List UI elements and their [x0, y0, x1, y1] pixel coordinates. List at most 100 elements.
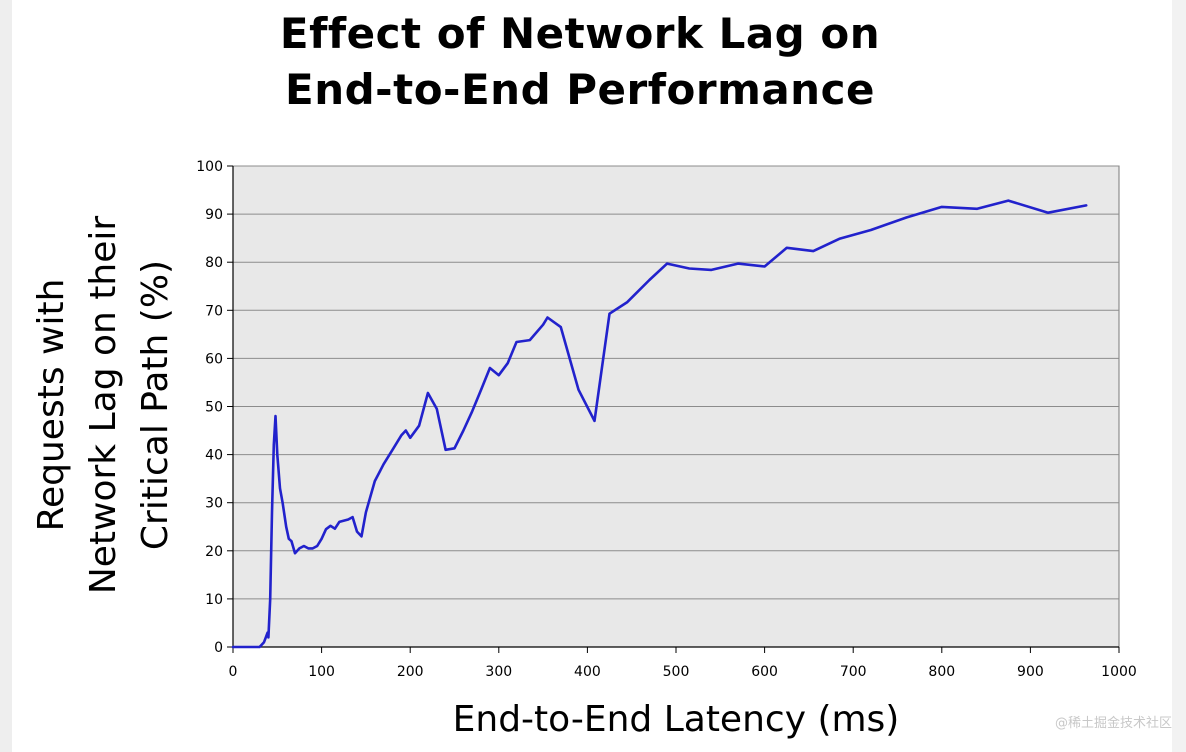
- data-point: [812, 250, 814, 252]
- chart-title-line-1: Effect of Network Lag on: [279, 9, 881, 58]
- data-point: [316, 545, 318, 547]
- data-point: [265, 636, 267, 638]
- data-point: [232, 646, 234, 648]
- data-point: [710, 269, 713, 271]
- x-tick-label-400: 400: [574, 664, 601, 680]
- x-tick-label-600: 600: [751, 664, 778, 680]
- data-point: [764, 265, 766, 268]
- data-point: [542, 324, 544, 326]
- data-point: [1007, 200, 1009, 202]
- y-tick-label-30: 30: [205, 496, 223, 512]
- data-point: [298, 547, 301, 549]
- data-point: [294, 552, 296, 554]
- y-tick-label-60: 60: [205, 351, 223, 367]
- right-margin-strip: [1172, 0, 1186, 752]
- data-point: [307, 547, 309, 549]
- data-point: [786, 247, 788, 249]
- data-point: [258, 646, 261, 648]
- data-point: [290, 540, 293, 542]
- data-point: [737, 263, 739, 265]
- x-tick-label-900: 900: [1017, 664, 1044, 680]
- data-point: [405, 429, 407, 432]
- data-point: [1085, 204, 1087, 207]
- data-point: [976, 208, 978, 210]
- series-layer: [231, 199, 1088, 649]
- data-point: [507, 362, 509, 364]
- chart-title: Effect of Network Lag on End-to-End Perf…: [180, 6, 980, 118]
- data-point: [462, 429, 464, 432]
- data-point: [608, 313, 611, 315]
- data-point: [269, 598, 271, 600]
- y-tick-labels: 0 10 20 30 40 50 60 70 80 90 100: [196, 159, 223, 656]
- x-tick-label-300: 300: [485, 664, 512, 680]
- y-tick-label-50: 50: [205, 400, 223, 416]
- data-point: [1047, 212, 1049, 214]
- data-point: [529, 339, 531, 341]
- y-tick-label-100: 100: [196, 159, 223, 175]
- data-point: [418, 425, 420, 427]
- data-point: [365, 511, 367, 513]
- data-point: [445, 449, 447, 451]
- data-point: [312, 547, 314, 549]
- data-point: [276, 454, 278, 456]
- data-point: [279, 487, 281, 489]
- data-point: [409, 437, 411, 439]
- data-point: [274, 415, 277, 417]
- x-tick-label-800: 800: [928, 664, 955, 680]
- x-tick-label-100: 100: [308, 664, 335, 680]
- series-line-0: [231, 199, 1088, 649]
- x-tick-label-200: 200: [397, 664, 424, 680]
- data-point: [356, 530, 358, 533]
- data-point: [593, 420, 596, 422]
- data-point: [400, 434, 402, 436]
- x-tick-label-700: 700: [840, 664, 867, 680]
- data-point: [941, 206, 943, 208]
- y-tick-label-70: 70: [205, 303, 223, 319]
- data-point: [263, 641, 265, 643]
- data-point: [303, 545, 305, 547]
- watermark: @稀土掘金技术社区: [1054, 716, 1172, 731]
- left-margin-strip: [0, 0, 12, 752]
- data-point: [285, 526, 287, 528]
- y-tick-label-10: 10: [205, 592, 223, 608]
- data-point: [498, 374, 500, 376]
- chart-title-line-2: End-to-End Performance: [285, 65, 875, 114]
- data-point: [471, 410, 473, 412]
- data-point: [436, 408, 438, 410]
- data-point: [321, 538, 323, 540]
- data-point: [688, 267, 690, 270]
- gridlines: [233, 165, 1119, 600]
- y-tick-label-80: 80: [205, 255, 223, 271]
- data-point: [329, 525, 332, 527]
- data-point: [266, 631, 269, 634]
- x-tick-label-1000: 1000: [1101, 664, 1137, 680]
- data-point: [515, 341, 518, 343]
- data-point: [338, 521, 340, 523]
- data-point: [666, 263, 668, 265]
- y-tick-label-40: 40: [205, 448, 223, 464]
- data-point: [489, 367, 491, 369]
- data-point: [271, 511, 273, 513]
- data-point: [648, 279, 651, 281]
- data-point: [391, 449, 394, 451]
- data-point: [347, 518, 349, 521]
- data-point: [560, 326, 562, 328]
- x-tick-labels: 0 100 200 300 400 500 600 700 800 900 1000: [229, 664, 1137, 680]
- data-point: [546, 316, 549, 319]
- data-point: [325, 528, 327, 530]
- data-point: [626, 301, 628, 303]
- x-axis-label: End-to-End Latency (ms): [452, 699, 900, 740]
- data-point: [480, 389, 482, 391]
- data-point: [267, 636, 270, 638]
- x-tick-label-0: 0: [229, 664, 238, 680]
- data-point: [427, 392, 429, 394]
- x-tick-label-500: 500: [663, 664, 690, 680]
- data-point: [383, 463, 385, 465]
- data-point: [374, 480, 376, 482]
- data-point: [282, 502, 284, 504]
- y-tick-label-20: 20: [205, 544, 223, 560]
- data-point: [334, 528, 336, 530]
- data-point: [577, 389, 580, 391]
- data-point: [453, 447, 456, 449]
